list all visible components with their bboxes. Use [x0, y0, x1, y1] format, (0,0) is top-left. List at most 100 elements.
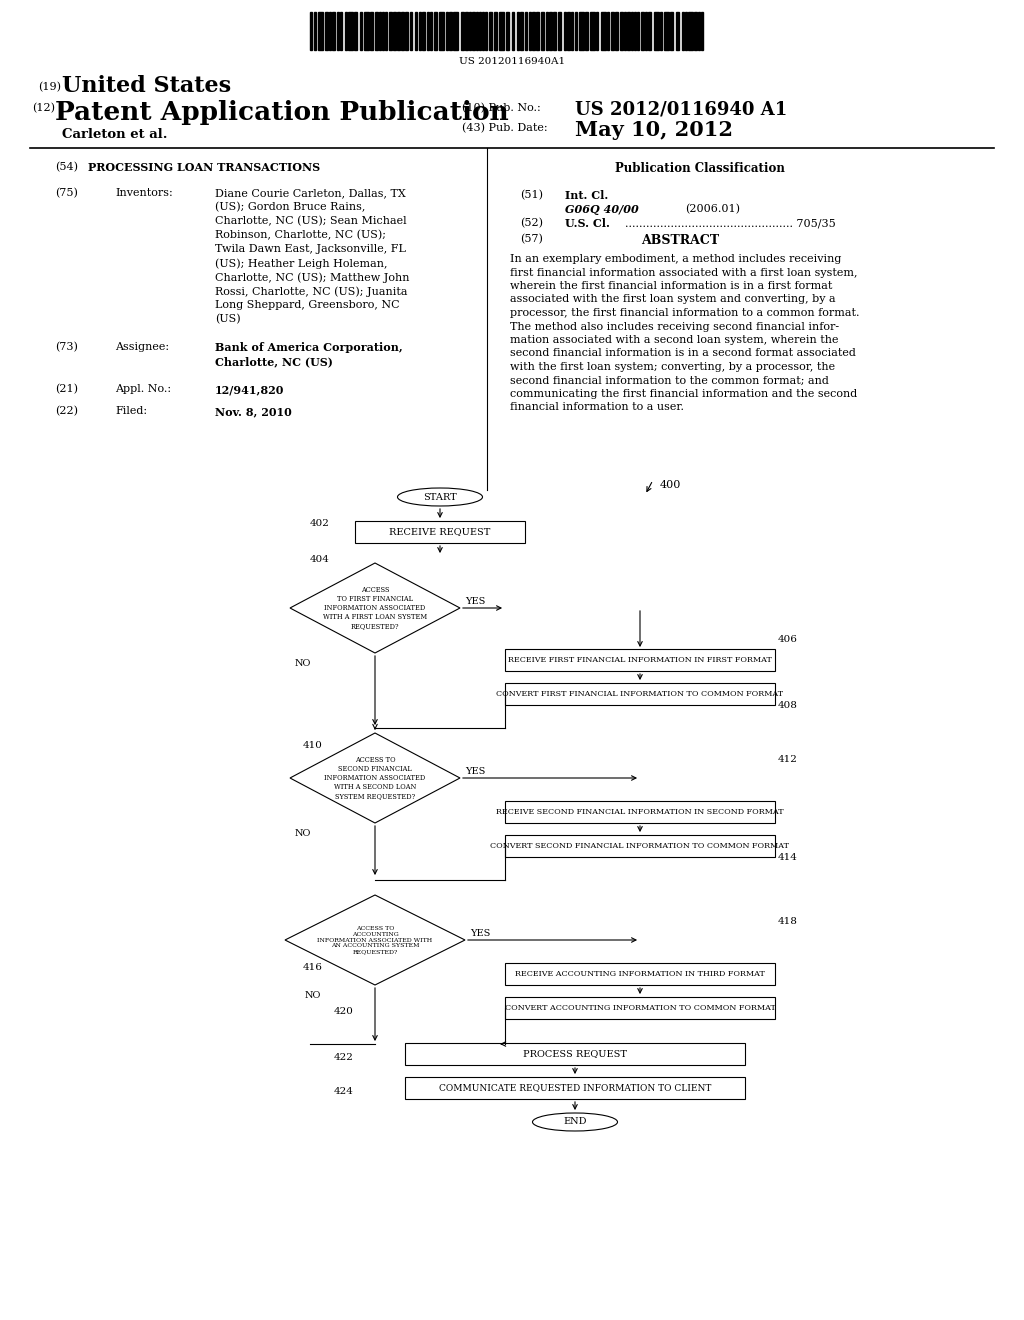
Bar — [525, 12, 527, 50]
Polygon shape — [285, 895, 465, 985]
Text: 410: 410 — [303, 741, 323, 750]
Text: 422: 422 — [334, 1053, 354, 1063]
Bar — [340, 12, 342, 50]
Text: 404: 404 — [310, 554, 330, 564]
Bar — [427, 12, 429, 50]
Bar — [627, 12, 630, 50]
Text: Patent Application Publication: Patent Application Publication — [55, 100, 509, 125]
Bar — [370, 12, 373, 50]
Text: G06Q 40/00: G06Q 40/00 — [565, 205, 639, 215]
Bar — [682, 12, 684, 50]
Bar — [469, 12, 471, 50]
Bar — [512, 12, 514, 50]
Bar — [345, 12, 347, 50]
Bar — [439, 12, 444, 50]
Text: 402: 402 — [310, 520, 330, 528]
Bar — [553, 12, 556, 50]
Text: (57): (57) — [520, 234, 543, 244]
Text: (75): (75) — [55, 187, 78, 198]
Bar — [375, 12, 378, 50]
Bar — [637, 12, 639, 50]
Bar — [590, 12, 595, 50]
Bar — [624, 12, 626, 50]
Bar — [505, 997, 775, 1019]
Bar — [596, 12, 598, 50]
Bar — [453, 12, 458, 50]
Bar — [479, 12, 481, 50]
Bar — [641, 12, 644, 50]
Bar — [529, 12, 531, 50]
Bar — [406, 1077, 745, 1100]
Bar — [654, 12, 659, 50]
Text: (43) Pub. Date:: (43) Pub. Date: — [462, 123, 548, 133]
Bar — [505, 964, 775, 985]
Bar — [660, 12, 662, 50]
Text: ................................................ 705/35: ........................................… — [625, 218, 836, 228]
Bar — [517, 12, 519, 50]
Bar — [472, 12, 475, 50]
Text: Publication Classification: Publication Classification — [615, 162, 785, 176]
Text: second financial information to the common format; and: second financial information to the comm… — [510, 375, 828, 385]
Bar — [446, 12, 449, 50]
Text: (21): (21) — [55, 384, 78, 395]
Text: (51): (51) — [520, 190, 543, 201]
Bar — [449, 12, 452, 50]
Bar — [558, 12, 561, 50]
Polygon shape — [290, 564, 460, 653]
Bar — [485, 12, 487, 50]
Text: Diane Courie Carleton, Dallas, TX: Diane Courie Carleton, Dallas, TX — [215, 187, 406, 198]
Text: NO: NO — [295, 829, 311, 838]
Text: RECEIVE FIRST FINANCIAL INFORMATION IN FIRST FORMAT: RECEIVE FIRST FINANCIAL INFORMATION IN F… — [508, 656, 772, 664]
Text: communicating the first financial information and the second: communicating the first financial inform… — [510, 389, 857, 399]
Bar — [685, 12, 687, 50]
Bar — [410, 12, 412, 50]
Text: (73): (73) — [55, 342, 78, 352]
Bar — [434, 12, 437, 50]
Bar — [499, 12, 504, 50]
Bar — [476, 12, 478, 50]
Bar — [355, 521, 525, 543]
Text: Charlotte, NC (US): Charlotte, NC (US) — [215, 356, 333, 367]
Text: The method also includes receiving second financial infor-: The method also includes receiving secon… — [510, 322, 839, 331]
Bar — [406, 1043, 745, 1065]
Bar — [676, 12, 679, 50]
Bar — [536, 12, 539, 50]
Bar — [354, 12, 357, 50]
Text: Inventors:: Inventors: — [115, 187, 173, 198]
Bar — [505, 649, 775, 671]
Text: first financial information associated with a first loan system,: first financial information associated w… — [510, 268, 857, 277]
Text: 412: 412 — [778, 755, 798, 764]
Text: 406: 406 — [778, 635, 798, 644]
Bar — [393, 12, 396, 50]
Bar — [430, 12, 432, 50]
Text: Filed:: Filed: — [115, 407, 147, 416]
Text: (10) Pub. No.:: (10) Pub. No.: — [462, 103, 541, 114]
Bar — [482, 12, 484, 50]
Text: 418: 418 — [778, 917, 798, 927]
Text: CONVERT FIRST FINANCIAL INFORMATION TO COMMON FORMAT: CONVERT FIRST FINANCIAL INFORMATION TO C… — [497, 690, 783, 698]
Text: (54): (54) — [55, 162, 78, 173]
Bar — [379, 12, 381, 50]
Text: Robinson, Charlotte, NC (US);: Robinson, Charlotte, NC (US); — [215, 230, 386, 240]
Bar — [505, 682, 775, 705]
Text: RECEIVE ACCOUNTING INFORMATION IN THIRD FORMAT: RECEIVE ACCOUNTING INFORMATION IN THIRD … — [515, 970, 765, 978]
Text: NO: NO — [295, 659, 311, 668]
Bar — [664, 12, 669, 50]
Bar — [607, 12, 609, 50]
Bar — [611, 12, 614, 50]
Bar — [541, 12, 544, 50]
Text: 416: 416 — [303, 964, 323, 973]
Bar — [310, 12, 312, 50]
Bar — [332, 12, 335, 50]
Text: 12/941,820: 12/941,820 — [215, 384, 285, 395]
Text: (2006.01): (2006.01) — [685, 205, 740, 214]
Bar — [325, 12, 328, 50]
Text: Long Sheppard, Greensboro, NC: Long Sheppard, Greensboro, NC — [215, 300, 399, 310]
Bar — [389, 12, 392, 50]
Bar — [645, 12, 647, 50]
Bar — [329, 12, 331, 50]
Bar — [360, 12, 362, 50]
Text: Charlotte, NC (US); Matthew John: Charlotte, NC (US); Matthew John — [215, 272, 410, 282]
Bar — [382, 12, 384, 50]
Text: 408: 408 — [778, 701, 798, 710]
